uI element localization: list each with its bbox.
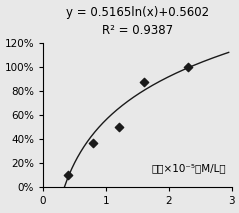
Text: 浓度×10⁻⁵（M/L）: 浓度×10⁻⁵（M/L） xyxy=(152,163,226,173)
Point xyxy=(92,141,95,144)
Point xyxy=(142,81,146,84)
Point xyxy=(117,125,120,129)
Point xyxy=(66,174,70,177)
Text: R² = 0.9387: R² = 0.9387 xyxy=(102,24,173,37)
Point xyxy=(186,65,190,68)
Text: y = 0.5165ln(x)+0.5602: y = 0.5165ln(x)+0.5602 xyxy=(66,6,209,19)
